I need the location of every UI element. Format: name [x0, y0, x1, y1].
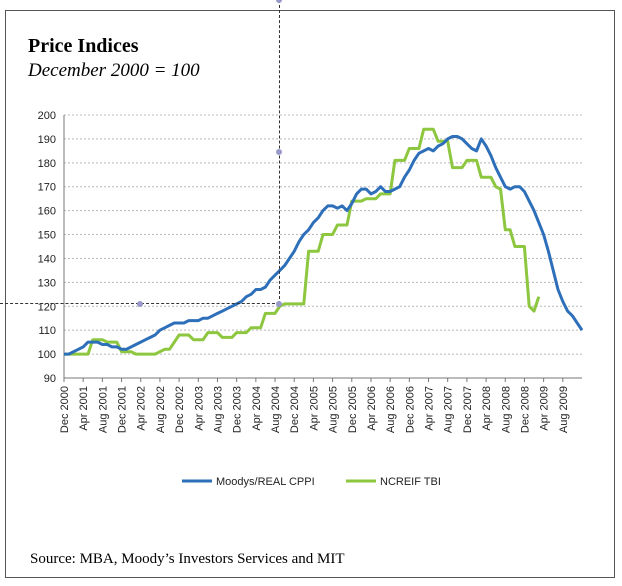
y-tick-label: 120 [38, 301, 56, 313]
x-tick-label: Aug 2006 [385, 386, 397, 433]
series-line-ncreif-tbi [64, 127, 541, 356]
y-tick-label: 130 [38, 277, 56, 289]
source-note: Source: MBA, Moody’s Investors Services … [30, 551, 345, 567]
chart-subtitle: December 2000 = 100 [28, 60, 200, 81]
x-tick-label: Dec 2004 [289, 386, 301, 433]
y-tick-label: 170 [38, 182, 56, 194]
x-tick-label: Aug 2003 [212, 386, 224, 433]
series-line-moodys-real-cppi [64, 135, 584, 356]
x-tick-label: Dec 2008 [519, 386, 531, 433]
x-tick-label: Apr 2004 [251, 386, 263, 431]
x-tick-label: Dec 2000 [59, 386, 71, 433]
x-tick-label: Apr 2006 [366, 386, 378, 431]
y-tick-label: 90 [44, 373, 56, 385]
x-tick-label: Aug 2009 [558, 386, 570, 433]
x-tick-label: Dec 2001 [117, 386, 129, 433]
x-tick-label: Aug 2002 [155, 386, 167, 433]
x-tick-label: Aug 2004 [270, 386, 282, 433]
grid [64, 114, 582, 379]
selection-handle[interactable] [276, 0, 282, 3]
y-tick-label: 160 [38, 206, 56, 218]
x-tick-label: Apr 2005 [308, 386, 320, 431]
legend-label: Moodys/REAL CPPI [216, 476, 315, 488]
y-tick-label: 140 [38, 253, 56, 265]
y-tick-label: 190 [38, 134, 56, 146]
x-tick-label: Aug 2008 [500, 386, 512, 433]
y-tick-label: 100 [38, 349, 56, 361]
series-lines [64, 127, 584, 356]
x-tick-label: Apr 2009 [539, 386, 551, 431]
x-tick-label: Apr 2003 [193, 386, 205, 431]
x-tick-label: Aug 2001 [97, 386, 109, 433]
x-tick-label: Aug 2005 [328, 386, 340, 433]
y-tick-label: 180 [38, 158, 56, 170]
price-indices-chart: 90 100 110 120 130 140 150 160 170 180 190 200 Dec … [38, 110, 584, 488]
x-tick-label: Dec 2006 [404, 386, 416, 433]
x-tick-label: Dec 2003 [232, 386, 244, 433]
x-tick-label: Apr 2008 [481, 386, 493, 431]
x-tick-label: Dec 2007 [462, 386, 474, 433]
legend-label: NCREIF TBI [380, 476, 441, 488]
y-tick-label: 110 [38, 325, 56, 337]
x-tick-label: Apr 2007 [424, 386, 436, 431]
chart-frame: 90 100 110 120 130 140 150 160 170 180 190 200 Dec … [5, 10, 615, 578]
chart-title: Price Indices [28, 35, 139, 57]
x-tick-label: Aug 2007 [443, 386, 455, 433]
y-tick-label: 200 [38, 110, 56, 122]
x-axis: Dec 2000 Apr 2001 Aug 2001 Dec 2001 Apr 2002… [59, 378, 570, 433]
y-axis: 90 100 110 120 130 140 150 160 170 180 190 200 [38, 110, 582, 385]
x-tick-label: Dec 2002 [174, 386, 186, 433]
x-tick-label: Apr 2001 [78, 386, 90, 431]
x-tick-label: Dec 2005 [347, 386, 359, 433]
x-tick-label: Apr 2002 [136, 386, 148, 431]
y-tick-label: 150 [38, 230, 56, 242]
legend: Moodys/REAL CPPI NCREIF TBI [182, 476, 441, 488]
